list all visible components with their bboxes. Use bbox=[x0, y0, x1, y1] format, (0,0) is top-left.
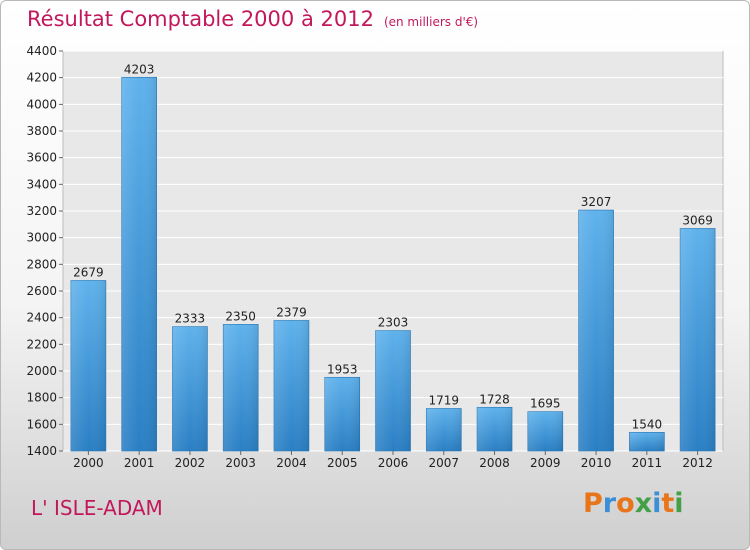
y-tick-label: 3600 bbox=[26, 151, 57, 165]
bar-2007 bbox=[425, 408, 462, 452]
bar-value-label: 2679 bbox=[73, 265, 104, 279]
bar-value-label: 4203 bbox=[124, 62, 155, 76]
chart-subtitle: (en milliers d'€) bbox=[383, 15, 479, 29]
y-tick-label: 4200 bbox=[26, 71, 57, 85]
logo-letter: o bbox=[616, 488, 635, 519]
bar-shine bbox=[578, 210, 614, 451]
bar-shine bbox=[477, 407, 513, 451]
logo-letter: i bbox=[674, 488, 684, 519]
bar-shine bbox=[629, 432, 665, 451]
bar-2004 bbox=[273, 320, 310, 452]
y-tick-label: 2400 bbox=[26, 311, 57, 325]
bar-shine bbox=[172, 326, 208, 451]
y-tick-label: 3400 bbox=[26, 177, 57, 191]
bar-2010 bbox=[578, 209, 614, 452]
bar-2003 bbox=[222, 324, 259, 452]
bar-value-label: 1719 bbox=[428, 393, 459, 407]
bar-shine bbox=[273, 320, 309, 451]
x-tick-label: 2012 bbox=[682, 456, 713, 470]
bar-shine bbox=[426, 408, 462, 451]
y-tick-label: 1800 bbox=[26, 391, 57, 405]
y-tick-label: 2600 bbox=[26, 284, 57, 298]
x-tick-label: 2000 bbox=[73, 456, 104, 470]
x-tick-label: 2002 bbox=[175, 456, 206, 470]
chart-title-text: Résultat Comptable 2000 à 2012 bbox=[27, 7, 374, 31]
bar-2009 bbox=[527, 411, 564, 452]
y-tick-label: 2200 bbox=[26, 337, 57, 351]
bar-value-label: 1953 bbox=[327, 362, 358, 376]
x-tick-label: 2010 bbox=[581, 456, 612, 470]
x-tick-label: 2006 bbox=[378, 456, 409, 470]
x-tick-label: 2001 bbox=[124, 456, 155, 470]
bar-2001 bbox=[121, 76, 157, 452]
logo-letter: t bbox=[661, 488, 675, 519]
bar-shine bbox=[70, 280, 106, 451]
x-tick-label: 2008 bbox=[479, 456, 510, 470]
x-tick-label: 2005 bbox=[327, 456, 358, 470]
y-tick-label: 1400 bbox=[26, 444, 57, 458]
x-tick-label: 2003 bbox=[225, 456, 256, 470]
logo-letter: x bbox=[634, 488, 653, 519]
y-tick-label: 2000 bbox=[26, 364, 57, 378]
x-tick-label: 2011 bbox=[632, 456, 663, 470]
bar-2011 bbox=[629, 432, 665, 452]
chart-title: Résultat Comptable 2000 à 2012 (en millie… bbox=[27, 7, 478, 31]
bar-value-label: 3207 bbox=[581, 195, 612, 209]
y-tick-label: 4000 bbox=[26, 97, 57, 111]
y-tick-label: 3200 bbox=[26, 204, 57, 218]
bar-2002 bbox=[172, 326, 208, 452]
x-axis: 2000 2001 2002 2003 2004 2005 2006 2007 2008 2009… bbox=[73, 451, 713, 470]
bars: 2679 4203 2333 2350 2379 1953 2303 1719 1728 1695… bbox=[70, 62, 716, 452]
bar-value-label: 2333 bbox=[175, 312, 206, 326]
bar-shine bbox=[223, 324, 259, 451]
proxiti-logo: Proxiti bbox=[583, 488, 684, 519]
y-tick-label: 4400 bbox=[26, 44, 57, 58]
x-tick-label: 2004 bbox=[276, 456, 307, 470]
y-tick-label: 1600 bbox=[26, 417, 57, 431]
bar-2006 bbox=[375, 330, 411, 452]
logo-letter: r bbox=[602, 488, 617, 519]
bar-2012 bbox=[679, 228, 716, 452]
bar-value-label: 1728 bbox=[479, 392, 510, 406]
bar-2005 bbox=[324, 376, 361, 452]
bar-value-label: 3069 bbox=[682, 213, 713, 227]
bar-value-label: 2350 bbox=[225, 309, 256, 323]
bar-shine bbox=[527, 411, 563, 451]
x-tick-label: 2009 bbox=[530, 456, 561, 470]
logo-letter: i bbox=[652, 488, 662, 519]
bar-value-label: 2379 bbox=[276, 305, 307, 319]
y-tick-label: 3000 bbox=[26, 231, 57, 245]
y-axis: 1400 1600 1800 2000 2200 2400 2600 2800 3000 3200… bbox=[26, 44, 63, 458]
bar-value-label: 1695 bbox=[530, 397, 561, 411]
bar-shine bbox=[324, 377, 360, 451]
bar-shine bbox=[680, 228, 716, 451]
bar-value-label: 1540 bbox=[632, 417, 663, 431]
y-tick-label: 2800 bbox=[26, 257, 57, 271]
bar-shine bbox=[375, 330, 411, 451]
x-tick-label: 2007 bbox=[428, 456, 459, 470]
bar-shine bbox=[121, 77, 157, 452]
logo-letter: P bbox=[583, 488, 603, 519]
bar-value-label: 2303 bbox=[378, 316, 409, 330]
bar-2000 bbox=[70, 280, 107, 452]
y-tick-label: 3800 bbox=[26, 124, 57, 138]
commune-name: L' ISLE-ADAM bbox=[31, 496, 163, 520]
bar-2008 bbox=[476, 406, 513, 452]
